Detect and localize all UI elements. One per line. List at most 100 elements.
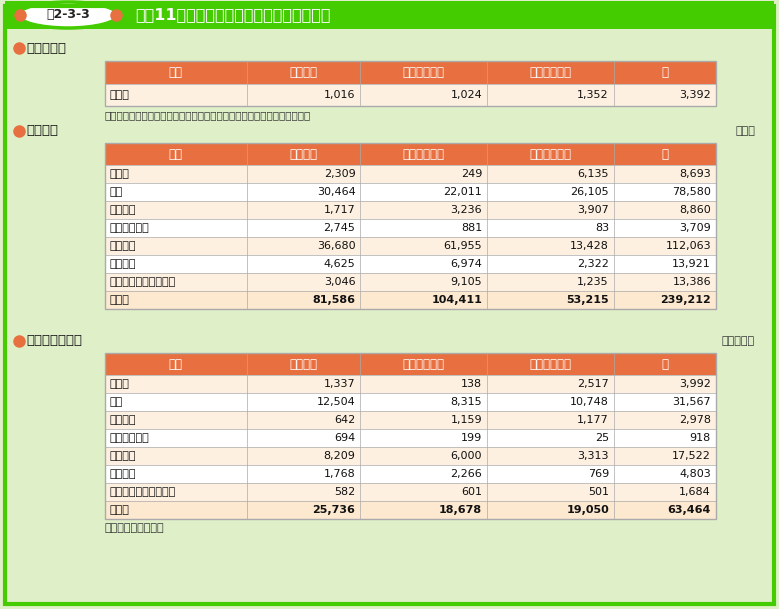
Text: 26,105: 26,105 — [570, 187, 609, 197]
Bar — [361, 501, 487, 519]
Bar — [105, 84, 247, 106]
Text: 138: 138 — [461, 379, 482, 389]
Text: 2,745: 2,745 — [323, 223, 355, 233]
Bar — [614, 183, 716, 201]
Text: 8,693: 8,693 — [679, 169, 711, 179]
Bar — [361, 273, 487, 291]
Bar — [361, 237, 487, 255]
Bar — [487, 411, 614, 429]
Text: 881: 881 — [461, 223, 482, 233]
Bar — [361, 429, 487, 447]
Text: 53,215: 53,215 — [566, 295, 609, 305]
Bar — [361, 165, 487, 183]
Bar — [247, 375, 361, 393]
Bar — [487, 465, 614, 483]
Bar — [614, 501, 716, 519]
Bar — [5, 1, 774, 29]
Text: 平成11年度育英奨学事業に関する実態調査: 平成11年度育英奨学事業に関する実態調査 — [135, 7, 330, 23]
Bar — [487, 219, 614, 237]
Text: 61,955: 61,955 — [443, 241, 482, 251]
Bar — [247, 429, 361, 447]
Text: 9,105: 9,105 — [450, 277, 482, 287]
Bar — [361, 411, 487, 429]
Text: 1,024: 1,024 — [450, 90, 482, 100]
Text: 4,803: 4,803 — [679, 469, 711, 479]
Text: 合　計: 合 計 — [110, 295, 130, 305]
Text: 区分: 区分 — [169, 66, 183, 79]
Bar — [105, 183, 247, 201]
Bar — [361, 84, 487, 106]
Text: 学校・その他: 学校・その他 — [530, 66, 572, 79]
Bar — [247, 201, 361, 219]
Text: 3,907: 3,907 — [577, 205, 609, 215]
Bar — [105, 501, 247, 519]
Text: 大学: 大学 — [110, 187, 123, 197]
Text: 短期大学: 短期大学 — [110, 205, 136, 215]
Text: 大学: 大学 — [110, 397, 123, 407]
Text: 高等学校: 高等学校 — [110, 241, 136, 251]
Bar — [361, 183, 487, 201]
Text: 学校・その他: 学校・その他 — [530, 357, 572, 370]
Bar — [487, 201, 614, 219]
Text: 1,159: 1,159 — [450, 415, 482, 425]
Bar — [487, 237, 614, 255]
Bar — [487, 483, 614, 501]
Text: 25: 25 — [595, 433, 609, 443]
Bar — [614, 291, 716, 309]
Text: 3,046: 3,046 — [324, 277, 355, 287]
Text: 高等学校: 高等学校 — [110, 451, 136, 461]
Bar — [247, 255, 361, 273]
Text: 30,464: 30,464 — [317, 187, 355, 197]
Bar — [247, 165, 361, 183]
Bar — [614, 393, 716, 411]
Bar — [614, 465, 716, 483]
Bar — [487, 501, 614, 519]
Text: 199: 199 — [461, 433, 482, 443]
Bar — [614, 273, 716, 291]
Text: 専修学校: 専修学校 — [110, 469, 136, 479]
Text: 専修学校: 専修学校 — [110, 259, 136, 269]
Text: 3,992: 3,992 — [679, 379, 711, 389]
Bar — [105, 411, 247, 429]
Bar — [105, 219, 247, 237]
Bar — [614, 375, 716, 393]
Bar — [247, 84, 361, 106]
Text: 63,464: 63,464 — [668, 505, 711, 515]
Text: 4,625: 4,625 — [324, 259, 355, 269]
Text: 582: 582 — [334, 487, 355, 497]
Text: 3,392: 3,392 — [679, 90, 711, 100]
Text: 601: 601 — [461, 487, 482, 497]
Ellipse shape — [18, 2, 118, 28]
Text: 計: 計 — [661, 147, 668, 161]
Text: 13,386: 13,386 — [672, 277, 711, 287]
Bar — [105, 465, 247, 483]
Text: 78,580: 78,580 — [672, 187, 711, 197]
Text: 表2-3-3: 表2-3-3 — [46, 9, 90, 21]
Text: 短期大学: 短期大学 — [110, 415, 136, 425]
Text: 25,736: 25,736 — [312, 505, 355, 515]
Text: 83: 83 — [595, 223, 609, 233]
Bar — [247, 219, 361, 237]
Text: 1,235: 1,235 — [577, 277, 609, 287]
Bar — [105, 273, 247, 291]
Bar — [614, 84, 716, 106]
Bar — [614, 219, 716, 237]
Bar — [614, 429, 716, 447]
Bar — [614, 411, 716, 429]
Text: 8,209: 8,209 — [323, 451, 355, 461]
Bar — [487, 291, 614, 309]
Bar — [361, 375, 487, 393]
Bar — [487, 183, 614, 201]
Text: 公益法人: 公益法人 — [290, 357, 318, 370]
Text: 8,315: 8,315 — [450, 397, 482, 407]
Text: 104,411: 104,411 — [432, 295, 482, 305]
Text: 大学院: 大学院 — [110, 379, 130, 389]
Text: 501: 501 — [588, 487, 609, 497]
Text: 1,717: 1,717 — [324, 205, 355, 215]
Text: 8,860: 8,860 — [679, 205, 711, 215]
Bar — [361, 201, 487, 219]
Text: 2,517: 2,517 — [577, 379, 609, 389]
Text: 1,768: 1,768 — [324, 469, 355, 479]
Bar — [361, 447, 487, 465]
Text: 22,011: 22,011 — [443, 187, 482, 197]
